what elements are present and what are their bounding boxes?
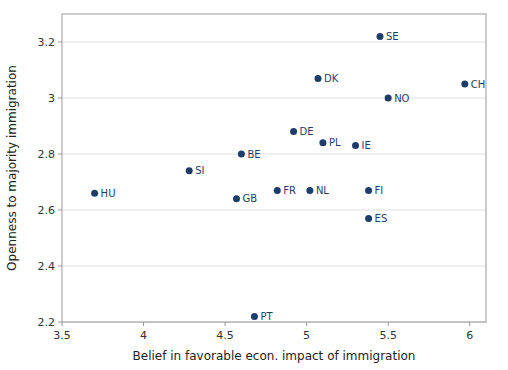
x-tick-label: 3.5 bbox=[53, 329, 71, 342]
point bbox=[365, 187, 372, 194]
point-label: GB bbox=[242, 193, 257, 204]
y-tick bbox=[58, 266, 62, 267]
grid-line bbox=[62, 210, 486, 211]
point bbox=[319, 139, 326, 146]
y-tick-label: 3.2 bbox=[38, 36, 56, 49]
y-tick-label: 2.2 bbox=[38, 316, 56, 329]
y-tick bbox=[58, 98, 62, 99]
y-tick bbox=[58, 154, 62, 155]
plot-frame bbox=[62, 14, 486, 322]
point-label: ES bbox=[375, 213, 388, 224]
point bbox=[352, 142, 359, 149]
point bbox=[377, 33, 384, 40]
y-tick-label: 2.4 bbox=[38, 260, 56, 273]
point-label: PL bbox=[329, 137, 341, 148]
point-label: SE bbox=[386, 31, 399, 42]
x-tick-label: 4 bbox=[140, 329, 147, 342]
grid-line bbox=[62, 98, 486, 99]
grid-line bbox=[62, 266, 486, 267]
chart-container: 3.5 4 4.5 5 5.5 6 2.2 2.4 2.6 2.8 3 3.2 Belief in fa… bbox=[0, 0, 508, 370]
points bbox=[91, 33, 468, 320]
y-tick bbox=[58, 42, 62, 43]
point bbox=[290, 128, 297, 135]
point-label: FI bbox=[375, 185, 384, 196]
y-axis-label: Openness to majority immigration bbox=[5, 65, 19, 271]
x-axis-label: Belief in favorable econ. impact of immi… bbox=[133, 349, 416, 363]
point-label: HU bbox=[101, 188, 116, 199]
y-tick-label: 3 bbox=[48, 92, 55, 105]
point bbox=[186, 167, 193, 174]
point-label: SI bbox=[195, 165, 204, 176]
x-tick bbox=[469, 322, 470, 326]
grid-line bbox=[62, 154, 486, 155]
x-tick bbox=[306, 322, 307, 326]
x-tick-label: 5 bbox=[303, 329, 310, 342]
y-tick bbox=[58, 322, 62, 323]
point bbox=[91, 190, 98, 197]
x-tick bbox=[143, 322, 144, 326]
point bbox=[385, 95, 392, 102]
x-tick-label: 5.5 bbox=[379, 329, 397, 342]
point bbox=[315, 75, 322, 82]
point-label: FR bbox=[283, 185, 296, 196]
point-label: CH bbox=[471, 79, 486, 90]
point-label: DK bbox=[324, 73, 339, 84]
y-tick-label: 2.8 bbox=[38, 148, 56, 161]
point bbox=[306, 187, 313, 194]
point-label: PT bbox=[260, 311, 273, 322]
axes: 3.5 4 4.5 5 5.5 6 2.2 2.4 2.6 2.8 3 3.2 bbox=[38, 36, 474, 342]
x-tick bbox=[388, 322, 389, 326]
point-label: DE bbox=[300, 126, 314, 137]
x-tick bbox=[225, 322, 226, 326]
point bbox=[274, 187, 281, 194]
x-tick-label: 4.5 bbox=[216, 329, 234, 342]
grid-line bbox=[62, 42, 486, 43]
y-tick-label: 2.6 bbox=[38, 204, 56, 217]
y-tick bbox=[58, 210, 62, 211]
x-tick-label: 6 bbox=[466, 329, 473, 342]
point bbox=[251, 313, 258, 320]
point bbox=[365, 215, 372, 222]
point bbox=[233, 195, 240, 202]
point bbox=[461, 81, 468, 88]
point-labels: SE CH DK NO DE PL IE BE SI HU FR NL FI GB ES PT bbox=[101, 31, 486, 322]
grid bbox=[62, 42, 486, 322]
point-label: BE bbox=[247, 149, 260, 160]
point bbox=[238, 151, 245, 158]
point-label: NL bbox=[316, 185, 329, 196]
point-label: IE bbox=[362, 140, 371, 151]
chart-svg: 3.5 4 4.5 5 5.5 6 2.2 2.4 2.6 2.8 3 3.2 Belief in fa… bbox=[0, 0, 508, 370]
point-label: NO bbox=[394, 93, 409, 104]
x-tick bbox=[62, 322, 63, 326]
